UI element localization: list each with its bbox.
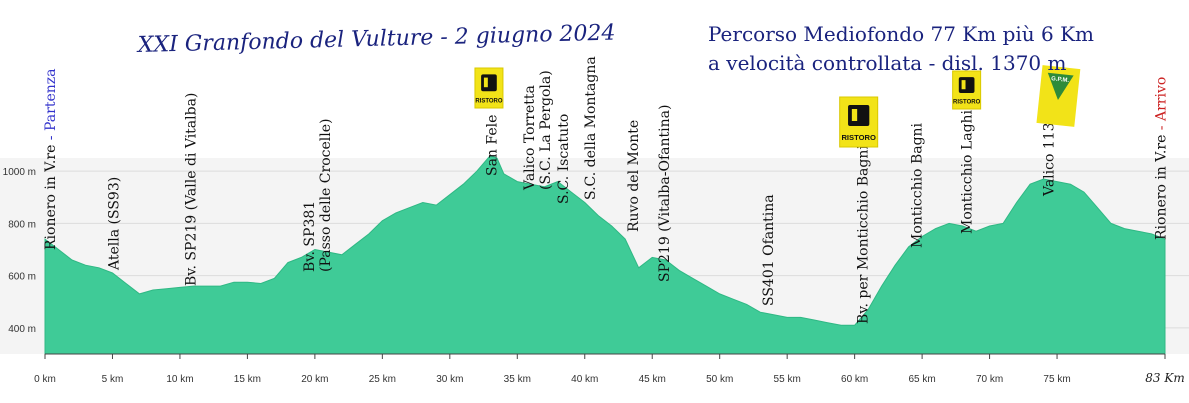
waypoint-name: Rionero in V.re bbox=[1154, 135, 1170, 240]
waypoint-label: Ruvo del Monte bbox=[626, 120, 642, 232]
x-tick-label: 25 km bbox=[369, 374, 396, 385]
elevation-series-area bbox=[44, 154, 1166, 355]
waypoint-name: Ruvo del Monte bbox=[626, 120, 642, 232]
waypoint-name: San Fele bbox=[484, 115, 500, 176]
waypoint-name: Valico Torretta bbox=[522, 85, 538, 191]
waypoint-name: SS401 Ofantina bbox=[761, 194, 777, 306]
y-tick-label: 600 m bbox=[8, 272, 36, 283]
waypoint-name: Monticchio Laghi bbox=[959, 109, 975, 234]
waypoint-label: Rionero in V.re - Partenza bbox=[43, 69, 59, 250]
ristoro-icon-cup-highlight bbox=[961, 80, 966, 90]
waypoint-name: Valico 113 bbox=[1042, 122, 1058, 197]
waypoint-label: Monticchio Bagni bbox=[909, 122, 925, 248]
waypoint-suffix: - Partenza bbox=[43, 69, 59, 145]
ristoro-icon: RISTORO bbox=[839, 96, 879, 148]
waypoint-name: S.C. Iscatuto bbox=[556, 114, 572, 204]
gpm-icon-triangle bbox=[1047, 72, 1074, 100]
x-tick-label: 35 km bbox=[504, 374, 531, 385]
y-tick-label: 800 m bbox=[8, 219, 36, 230]
chart-subtitle-line-2: a velocità controllata - disl. 1370 m bbox=[708, 51, 1067, 75]
waypoint-label: SS401 Ofantina bbox=[761, 194, 777, 306]
waypoint-label: Bv. SP219 (Valle di Vitalba) bbox=[183, 93, 199, 286]
ristoro-icon-cup-highlight bbox=[483, 77, 488, 88]
x-tick-label: 5 km bbox=[102, 374, 124, 385]
waypoint-name: Bv. SP219 (Valle di Vitalba) bbox=[183, 93, 199, 286]
x-tick-label: 75 km bbox=[1043, 374, 1070, 385]
ristoro-icon-cup bbox=[848, 105, 870, 126]
waypoint-name: Atella (SS93) bbox=[107, 177, 123, 271]
x-tick-label: 0 km bbox=[34, 374, 56, 385]
waypoint-label: Bv. SP381 bbox=[302, 201, 318, 272]
waypoint-label: Atella (SS93) bbox=[107, 177, 123, 271]
x-tick-label: 50 km bbox=[706, 374, 733, 385]
waypoint-name: Bv. per Monticchio Bagni bbox=[855, 145, 871, 324]
x-tick-label: 55 km bbox=[774, 374, 801, 385]
waypoint-label: S.C. della Montagna bbox=[583, 56, 599, 200]
x-tick-label: 20 km bbox=[301, 374, 328, 385]
waypoint-label: S.C. Iscatuto bbox=[556, 114, 572, 204]
waypoint-label: Valico Torretta bbox=[522, 85, 538, 191]
x-tick-label: 30 km bbox=[436, 374, 463, 385]
x-tick-label: 10 km bbox=[166, 374, 193, 385]
ristoro-icon-cup bbox=[958, 77, 975, 94]
x-tick-label: 65 km bbox=[908, 374, 935, 385]
gpm-icon-label: G.P.M. bbox=[1051, 76, 1070, 84]
y-tick-label: 1000 m bbox=[3, 167, 36, 178]
waypoint-name: Bv. SP381 bbox=[302, 201, 318, 272]
waypoint-label-second-line: (S.C. La Pergola) bbox=[538, 70, 554, 190]
ristoro-icon-cup-highlight bbox=[851, 109, 858, 121]
waypoint-label-second-line: (Passo delle Crocelle) bbox=[318, 119, 334, 272]
waypoint-name: Monticchio Bagni bbox=[909, 122, 925, 248]
x-tick-label: 70 km bbox=[976, 374, 1003, 385]
ristoro-icon-label: RISTORO bbox=[475, 98, 503, 104]
waypoint-label: Monticchio Laghi bbox=[959, 109, 975, 234]
waypoint-label: Rionero in V.re - Arrivo bbox=[1154, 77, 1170, 240]
y-tick-label: 400 m bbox=[8, 324, 36, 335]
waypoint-name: S.C. della Montagna bbox=[583, 56, 599, 200]
gpm-icon: G.P.M. bbox=[1036, 65, 1081, 127]
waypoint-suffix: - Arrivo bbox=[1154, 77, 1170, 135]
waypoint-label: Bv. per Monticchio Bagni bbox=[855, 145, 871, 324]
waypoint-label: SP219 (Vitalba-Ofantina) bbox=[657, 105, 673, 282]
ristoro-icon-label: RISTORO bbox=[953, 100, 981, 106]
x-tick-label: 60 km bbox=[841, 374, 868, 385]
ristoro-icon: RISTORO bbox=[474, 67, 504, 109]
x-tick-label: 45 km bbox=[639, 374, 666, 385]
waypoint-name: Rionero in V.re bbox=[43, 145, 59, 250]
x-tick-label: 15 km bbox=[234, 374, 261, 385]
ristoro-icon: RISTORO bbox=[952, 70, 982, 110]
x-tick-label: 40 km bbox=[571, 374, 598, 385]
waypoint-label: San Fele bbox=[484, 115, 500, 176]
chart-subtitle-line-1: Percorso Mediofondo 77 Km più 6 Km bbox=[708, 22, 1094, 46]
ristoro-icon-cup bbox=[481, 74, 497, 92]
waypoint-name: SP219 (Vitalba-Ofantina) bbox=[657, 105, 673, 282]
waypoint-label: Valico 113 bbox=[1042, 122, 1058, 197]
ristoro-icon-label: RISTORO bbox=[841, 133, 876, 142]
x-end-label: 83 Km bbox=[1145, 371, 1184, 385]
chart-title: XXI Granfondo del Vulture - 2 giugno 202… bbox=[136, 20, 616, 58]
